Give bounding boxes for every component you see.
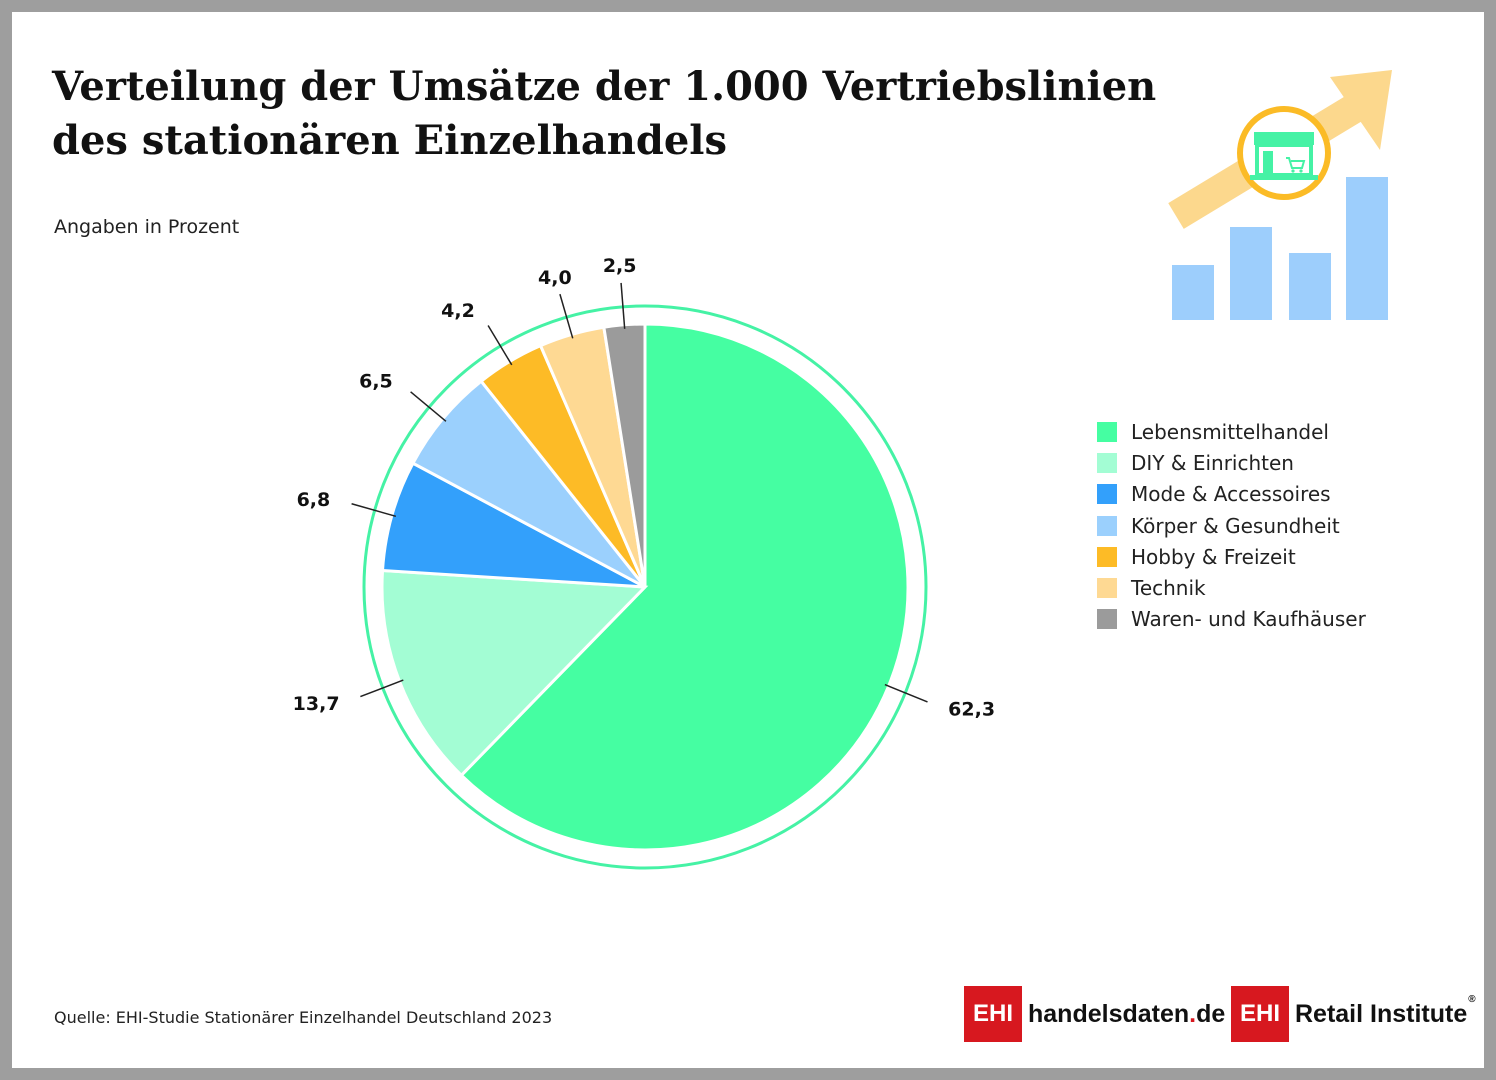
label-leader-line: [884, 683, 928, 703]
legend-swatch: [1097, 546, 1117, 567]
label-leader-line: [410, 391, 447, 422]
data-label: 13,7: [293, 693, 340, 715]
legend-label: Waren- und Kaufhäuser: [1131, 607, 1366, 632]
chart-title-line-1: Verteilung der Umsätze der 1.000 Vertrie…: [52, 63, 1157, 110]
handelsdaten-logo[interactable]: EHI handelsdaten.de: [964, 986, 1225, 1042]
icon-bar: [1230, 227, 1272, 320]
shop-icon: [1237, 106, 1331, 200]
data-label: 6,8: [297, 489, 331, 511]
legend-item: Waren- und Kaufhäuser: [1097, 604, 1366, 635]
legend-swatch: [1097, 421, 1117, 442]
chart-title-line-2: des stationären Einzelhandels: [52, 117, 727, 164]
legend-swatch: [1097, 515, 1117, 536]
legend-item: Technik: [1097, 572, 1366, 603]
label-leader-line: [620, 282, 626, 329]
legend-label: Technik: [1131, 576, 1206, 601]
data-label: 62,3: [948, 699, 995, 721]
legend-item: Körper & Gesundheit: [1097, 510, 1366, 541]
pie-outer-ring: [362, 304, 928, 870]
legend-label: Körper & Gesundheit: [1131, 513, 1340, 538]
label-leader-line: [360, 679, 404, 698]
decorative-illustration: [1168, 70, 1392, 320]
legend-swatch: [1097, 578, 1117, 599]
legend-item: Mode & Accessoires: [1097, 479, 1366, 510]
infographic-card: Verteilung der Umsätze der 1.000 Vertrie…: [12, 12, 1484, 1068]
chart-legend: Lebensmittelhandel DIY & Einrichten Mode &…: [1097, 416, 1366, 635]
handelsdaten-logo-text: handelsdaten.de: [1028, 999, 1226, 1028]
data-label: 6,5: [359, 370, 393, 392]
ehi-logo-box: EHI: [1231, 986, 1289, 1042]
chart-subtitle: Angaben in Prozent: [54, 216, 240, 238]
legend-swatch: [1097, 609, 1117, 630]
retail-institute-logo-text: Retail Institute®: [1295, 993, 1476, 1028]
legend-label: Hobby & Freizeit: [1131, 544, 1296, 569]
legend-item: DIY & Einrichten: [1097, 447, 1366, 478]
source-note: Quelle: EHI-Studie Stationärer Einzelhan…: [54, 1008, 553, 1027]
legend-item: Lebensmittelhandel: [1097, 416, 1366, 447]
data-label: 2,5: [603, 255, 637, 277]
icon-bar: [1289, 253, 1331, 320]
legend-swatch: [1097, 452, 1117, 473]
label-leader-line: [487, 325, 513, 366]
bar-chart-icon: [1172, 177, 1388, 320]
legend-label: Mode & Accessoires: [1131, 482, 1331, 507]
ehi-logo-box: EHI: [964, 986, 1022, 1042]
label-leader-line: [351, 503, 397, 518]
legend-item: Hobby & Freizeit: [1097, 541, 1366, 572]
icon-bar: [1346, 177, 1388, 320]
legend-label: Lebensmittelhandel: [1131, 419, 1329, 444]
legend-label: DIY & Einrichten: [1131, 450, 1294, 475]
pie-chart: 62,3 13,7 6,8 6,5 4,2 4,0 2,5: [293, 255, 995, 870]
chart-title: Verteilung der Umsätze der 1.000 Vertrie…: [52, 60, 1172, 168]
data-label: 4,0: [538, 267, 572, 289]
ehi-retail-institute-logo[interactable]: EHI Retail Institute®: [1231, 986, 1476, 1042]
data-label: 4,2: [441, 300, 475, 322]
legend-swatch: [1097, 484, 1117, 505]
label-leader-line: [559, 293, 574, 339]
icon-bar: [1172, 265, 1214, 320]
